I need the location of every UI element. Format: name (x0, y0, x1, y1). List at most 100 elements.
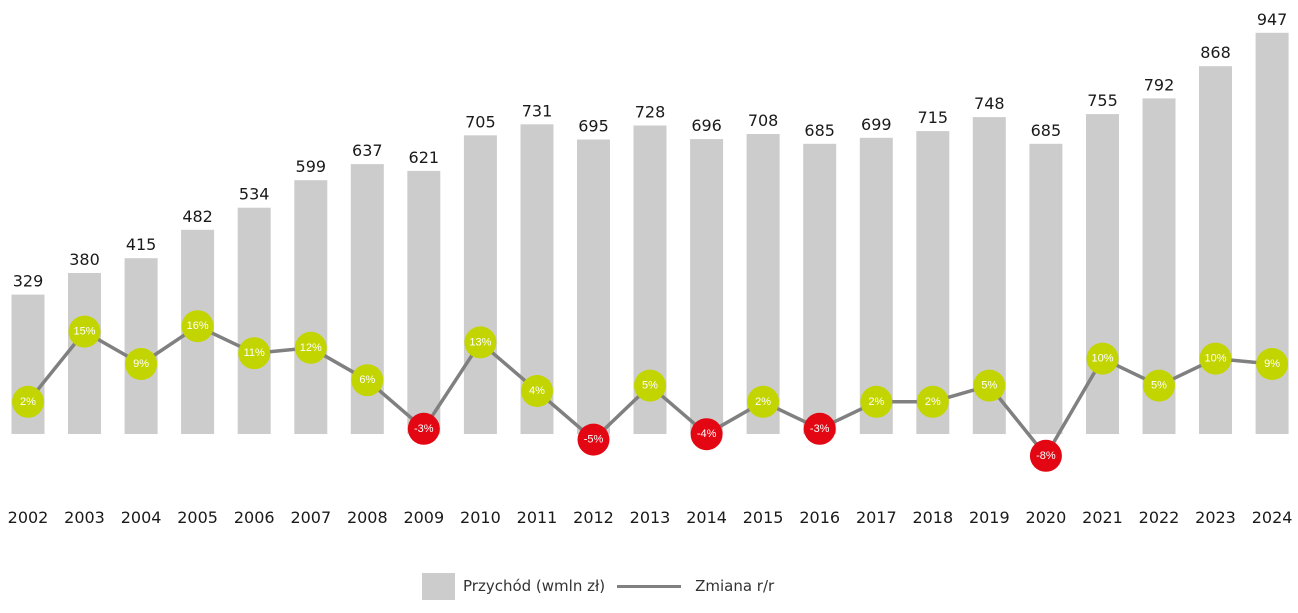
change-marker-2003 (68, 315, 101, 348)
bar-2020 (1029, 143, 1063, 435)
year-label-2004: 2004 (121, 508, 162, 527)
year-label-2024: 2024 (1252, 508, 1293, 527)
change-label-2018: 2% (925, 396, 941, 408)
change-label-2009: -3% (414, 423, 434, 435)
bar-2004 (124, 258, 158, 434)
change-label-2024: 9% (1264, 358, 1280, 370)
change-label-2002: 2% (20, 396, 36, 408)
change-marker-2011 (521, 375, 553, 407)
change-marker-2014 (690, 418, 723, 451)
bar-2014 (690, 139, 724, 434)
bar-value-2020: 685 (1031, 121, 1062, 140)
bar-2007 (294, 180, 328, 434)
year-label-2012: 2012 (573, 508, 614, 527)
year-label-2020: 2020 (1026, 508, 1067, 527)
bar-2010 (463, 135, 497, 435)
change-label-2008: 6% (359, 374, 375, 386)
change-label-2016: -3% (810, 423, 830, 435)
year-label-2019: 2019 (969, 508, 1010, 527)
change-marker-2017 (860, 385, 893, 418)
change-marker-2007 (294, 331, 327, 364)
bar-2017 (859, 137, 893, 435)
year-label-2022: 2022 (1139, 508, 1180, 527)
change-marker-2009 (407, 412, 440, 445)
change-marker-2010 (464, 326, 497, 359)
change-marker-2012 (577, 423, 610, 456)
year-label-2006: 2006 (234, 508, 275, 527)
bar-value-2018: 715 (918, 108, 949, 127)
year-label-2015: 2015 (743, 508, 784, 527)
change-marker-2006 (238, 337, 271, 370)
change-marker-2005 (181, 310, 214, 343)
year-label-2014: 2014 (686, 508, 727, 527)
change-label-2017: 2% (868, 396, 884, 408)
bar-2006 (237, 207, 271, 434)
bar-2018 (916, 131, 950, 434)
legend: Przychód (wmln zł) Zmiana r/r (422, 572, 774, 600)
change-label-2020: -8% (1036, 450, 1056, 462)
bar-value-2009: 621 (409, 148, 440, 167)
year-label-2009: 2009 (403, 508, 444, 527)
year-label-2005: 2005 (177, 508, 218, 527)
change-marker-2015 (747, 385, 780, 418)
bar-2003 (68, 273, 101, 434)
legend-bar-label: Przychód (wmln zł) (463, 577, 606, 595)
bar-value-2017: 699 (861, 115, 892, 134)
change-marker-2004 (125, 348, 158, 380)
bar-value-2021: 755 (1087, 91, 1118, 110)
legend-line-swatch (617, 584, 682, 588)
bar-value-2014: 696 (691, 116, 722, 135)
change-label-2007: 12% (300, 342, 322, 354)
change-markers: 2% 15% 9% 16% 11% 12% 6% -3% 13% 4% -5% 5% -4% 2% -3% 2… (12, 310, 1289, 472)
change-label-2022: 5% (1151, 380, 1167, 392)
revenue-chart: 329 380 415 482 534 599 637 621 705 731 695 728 696 7… (8, 10, 1293, 527)
change-label-2014: -4% (697, 428, 717, 440)
bar-2015 (746, 134, 780, 434)
bar-value-2013: 728 (635, 103, 666, 122)
change-label-2003: 15% (73, 326, 95, 338)
bar-value-2011: 731 (522, 101, 553, 120)
year-label-2016: 2016 (799, 508, 840, 527)
bar-value-2002: 329 (13, 272, 44, 291)
bar-value-2012: 695 (578, 117, 609, 136)
bar-value-2007: 599 (296, 157, 327, 176)
year-label-2018: 2018 (912, 508, 953, 527)
year-label-2013: 2013 (630, 508, 671, 527)
bar-value-2004: 415 (126, 235, 157, 254)
year-label-2010: 2010 (460, 508, 501, 527)
change-marker-2023 (1199, 342, 1232, 375)
bar-value-2019: 748 (974, 94, 1005, 113)
change-marker-2018 (916, 385, 949, 418)
change-label-2015: 2% (755, 396, 771, 408)
x-axis-labels: 2002 2003 2004 2005 2006 2007 2008 2009 2010 2011… (8, 508, 1293, 527)
bar-2012 (577, 139, 610, 434)
change-marker-2002 (12, 385, 44, 418)
change-label-2012: -5% (584, 434, 604, 446)
bar-2009 (407, 170, 441, 434)
year-label-2021: 2021 (1082, 508, 1123, 527)
bar-value-2024: 947 (1257, 10, 1288, 29)
year-label-2003: 2003 (64, 508, 105, 527)
bar-2021 (1086, 114, 1119, 434)
legend-line-label: Zmiana r/r (695, 577, 775, 595)
bar-2016 (803, 143, 837, 435)
bar-value-2016: 685 (804, 121, 835, 140)
change-label-2021: 10% (1091, 353, 1113, 365)
year-label-2011: 2011 (517, 508, 558, 527)
change-marker-2016 (803, 412, 836, 445)
change-label-2010: 13% (469, 336, 491, 348)
bar-2023 (1199, 66, 1232, 434)
year-label-2017: 2017 (856, 508, 897, 527)
change-marker-2019 (973, 369, 1006, 402)
year-label-2023: 2023 (1195, 508, 1236, 527)
bar-value-2023: 868 (1200, 43, 1231, 62)
year-label-2008: 2008 (347, 508, 388, 527)
bar-value-2003: 380 (69, 250, 100, 269)
change-label-2004: 9% (133, 358, 149, 370)
legend-bar-swatch (422, 572, 455, 600)
bar-value-2015: 708 (748, 111, 779, 130)
bar-value-labels: 329 380 415 482 534 599 637 621 705 731 695 728 696 7… (13, 10, 1288, 291)
change-label-2011: 4% (529, 385, 545, 397)
bar-value-2005: 482 (182, 207, 213, 226)
change-label-2019: 5% (981, 380, 997, 392)
